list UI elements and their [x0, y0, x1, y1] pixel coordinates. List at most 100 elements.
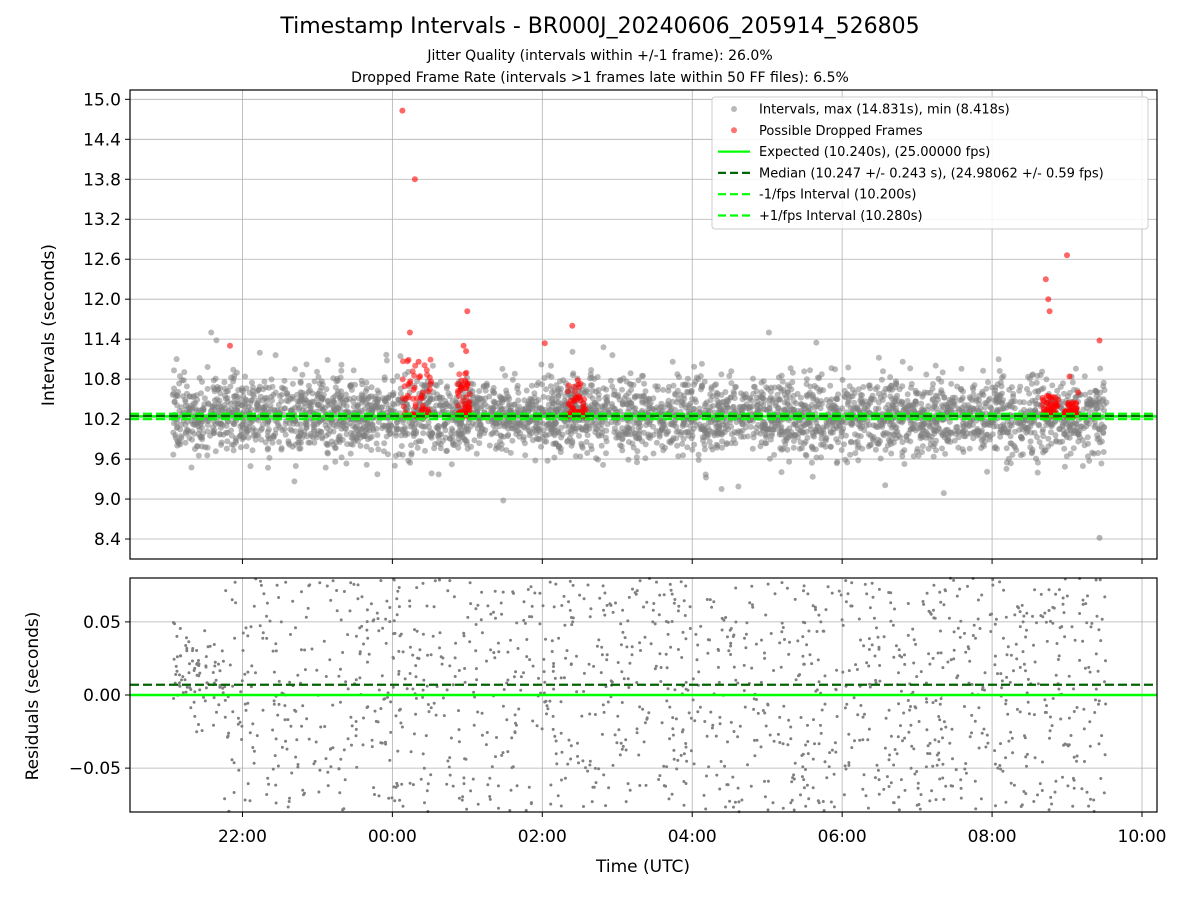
- interval-point: [547, 383, 554, 390]
- residual-point: [544, 637, 547, 641]
- residual-point: [202, 695, 205, 699]
- interval-point: [358, 377, 365, 384]
- interval-point: [603, 427, 610, 434]
- residual-point: [781, 806, 785, 810]
- residual-point: [1033, 660, 1037, 664]
- interval-point: [370, 427, 377, 434]
- interval-point: [688, 435, 695, 442]
- interval-point: [776, 429, 783, 436]
- residual-point: [312, 762, 316, 766]
- dropped-frame-point: [565, 388, 571, 395]
- interval-point: [944, 426, 951, 433]
- interval-point: [589, 395, 596, 402]
- dropped-frame-point: [411, 384, 418, 391]
- residual-point: [732, 805, 735, 809]
- interval-point: [538, 361, 545, 368]
- interval-point: [173, 356, 180, 363]
- residual-point: [817, 742, 821, 746]
- interval-point: [392, 452, 399, 459]
- interval-point: [530, 437, 536, 444]
- residual-point: [274, 649, 278, 653]
- interval-point: [635, 377, 642, 384]
- residual-point: [365, 608, 369, 612]
- interval-point: [420, 430, 427, 437]
- residual-point: [927, 652, 931, 656]
- interval-point: [807, 383, 814, 390]
- residual-point: [545, 712, 548, 716]
- interval-point: [385, 424, 392, 431]
- residual-point: [865, 592, 869, 596]
- interval-point: [583, 439, 590, 445]
- interval-point: [245, 424, 252, 431]
- residual-point: [938, 702, 942, 706]
- residual-point: [429, 773, 433, 777]
- interval-point: [553, 407, 560, 414]
- interval-point: [859, 419, 866, 426]
- residual-point: [889, 619, 893, 623]
- interval-point: [422, 447, 428, 454]
- interval-point: [442, 427, 449, 434]
- interval-point: [478, 395, 485, 402]
- interval-point: [359, 392, 366, 399]
- interval-point: [641, 429, 648, 436]
- residual-point: [1061, 596, 1065, 600]
- interval-point: [394, 373, 401, 380]
- residual-point: [411, 653, 415, 657]
- interval-point: [476, 433, 483, 440]
- residual-point: [867, 727, 871, 731]
- residual-point: [559, 731, 563, 735]
- residual-point: [380, 674, 384, 678]
- residual-point: [408, 599, 412, 603]
- residual-point: [665, 765, 669, 769]
- interval-point: [670, 382, 677, 389]
- dropped-frame-point: [459, 398, 466, 405]
- interval-point: [472, 421, 479, 428]
- residual-point: [874, 681, 878, 685]
- residual-point: [252, 604, 256, 608]
- residual-point: [877, 792, 881, 796]
- interval-point: [265, 445, 272, 452]
- interval-point: [554, 387, 561, 394]
- residual-point: [570, 623, 574, 627]
- residual-point: [816, 658, 820, 662]
- interval-point: [1028, 450, 1035, 457]
- residual-point: [993, 654, 997, 658]
- residual-point: [280, 745, 284, 749]
- residual-point: [973, 779, 977, 783]
- residual-point: [552, 605, 556, 609]
- residual-point: [682, 803, 686, 807]
- interval-point: [358, 418, 365, 425]
- interval-point: [851, 399, 858, 406]
- interval-point: [228, 441, 235, 448]
- residual-point: [887, 708, 891, 712]
- interval-point: [595, 395, 602, 402]
- interval-point: [842, 432, 849, 439]
- interval-point: [276, 439, 283, 445]
- residual-point: [844, 767, 848, 771]
- residual-point: [425, 604, 429, 608]
- interval-point: [261, 378, 268, 385]
- interval-point: [498, 441, 505, 448]
- dropped-frame-point: [416, 374, 423, 381]
- residual-point: [223, 797, 227, 801]
- interval-point: [759, 395, 766, 402]
- interval-point: [282, 431, 289, 438]
- interval-point: [810, 446, 816, 452]
- interval-point: [296, 404, 303, 411]
- interval-point: [374, 432, 381, 438]
- residual-point: [274, 783, 278, 787]
- interval-point: [708, 384, 715, 391]
- interval-point: [904, 397, 911, 404]
- interval-point: [653, 439, 660, 446]
- interval-point: [295, 434, 301, 441]
- interval-point: [907, 426, 914, 433]
- dropped-frame-point: [1042, 276, 1049, 283]
- interval-point: [495, 400, 502, 407]
- interval-point: [208, 329, 215, 336]
- interval-point: [551, 454, 558, 461]
- residual-point: [918, 807, 922, 811]
- interval-point: [676, 374, 682, 381]
- interval-point: [778, 469, 785, 476]
- interval-point: [407, 459, 414, 466]
- residual-point: [370, 745, 374, 749]
